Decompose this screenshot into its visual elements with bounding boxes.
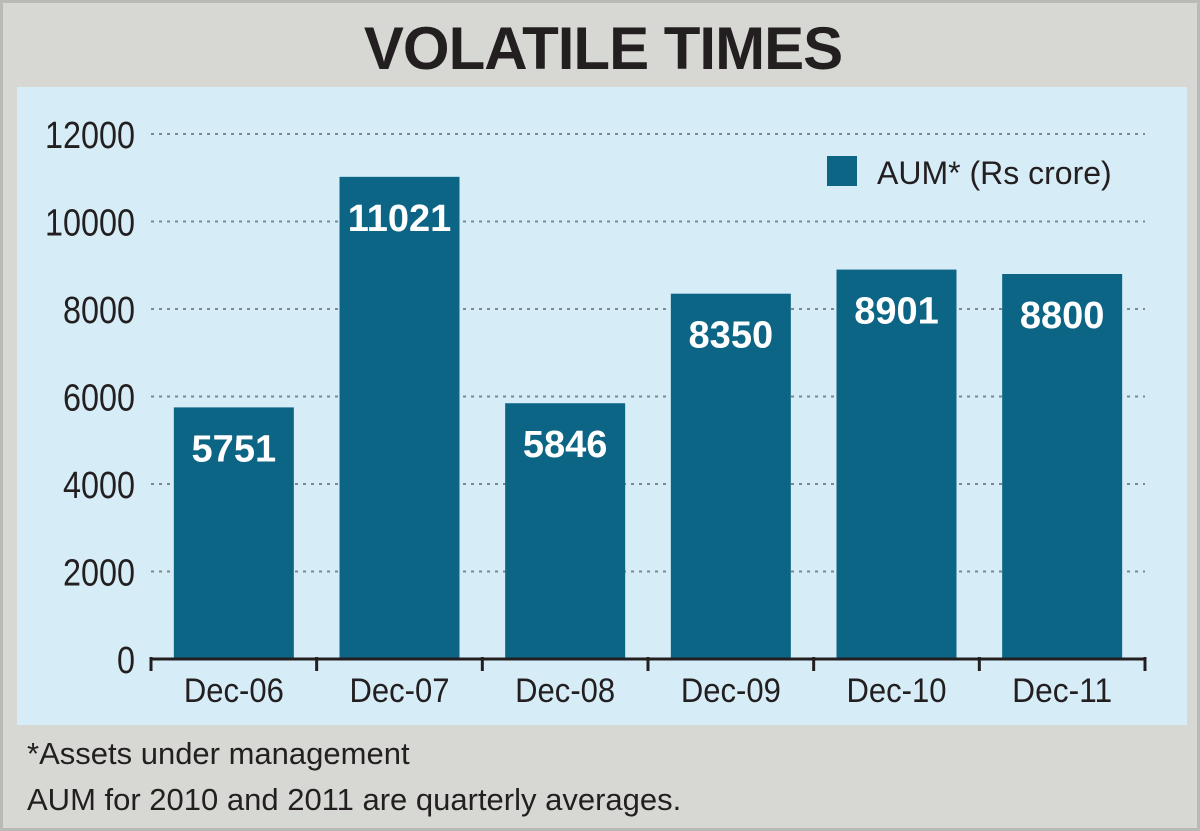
y-tick-label: 2000 [63,553,135,595]
legend-label: AUM* (Rs crore) [877,155,1112,191]
x-tick-label: Dec-09 [681,672,781,710]
bar [836,269,957,659]
y-tick-label: 8000 [63,290,135,332]
chart-title: VOLATILE TIMES [363,15,843,82]
x-tick-label: Dec-11 [1012,672,1112,710]
footnote-definition: *Assets under management [27,736,410,771]
bar [1002,274,1123,659]
y-tick-label: 12000 [45,115,135,157]
data-label: 8800 [1020,295,1105,337]
bar-chart: 0 2000 4000 6000 8000 10000 12000 5751 Dec-06 110… [45,115,1147,710]
data-label: 8901 [854,291,939,333]
data-label: 5751 [192,428,277,470]
legend-swatch [827,156,857,186]
data-label: 5846 [523,424,608,466]
bar [505,403,626,659]
data-label: 8350 [689,315,774,357]
bar [339,176,460,660]
x-tick-label: Dec-06 [184,672,284,710]
y-tick-label: 6000 [63,378,135,420]
data-label: 11021 [348,198,452,240]
y-tick-label: 0 [117,640,135,682]
y-tick-label: 10000 [45,203,135,245]
x-tick-label: Dec-07 [350,672,450,710]
bar [670,293,791,659]
chart-panel: 0 2000 4000 6000 8000 10000 12000 5751 Dec-06 110… [17,87,1187,725]
y-tick-label: 4000 [63,465,135,507]
footnote-averages: AUM for 2010 and 2011 are quarterly aver… [27,782,682,817]
bar [173,407,294,659]
x-tick-label: Dec-08 [515,672,615,710]
x-tick-label: Dec-10 [847,672,947,710]
